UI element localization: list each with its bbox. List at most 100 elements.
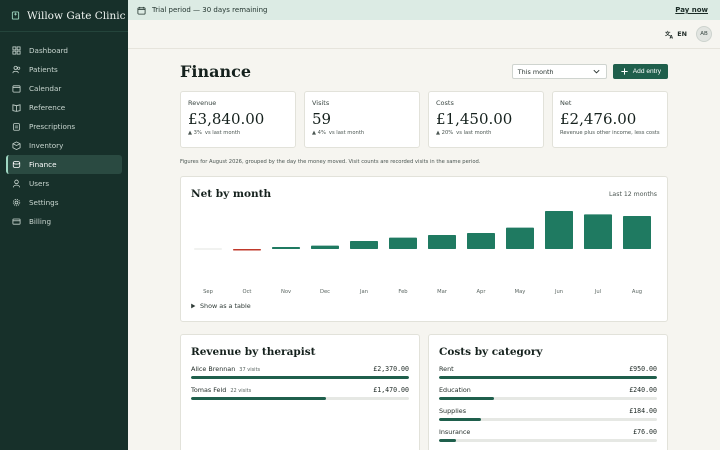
row-name: Tomas Feld — [191, 386, 227, 394]
sidebar-item-reference[interactable]: Reference — [6, 98, 122, 117]
chart-bar-jun[interactable] — [545, 211, 573, 249]
chart-x-tick-label: Sep — [203, 289, 213, 295]
row-amount: £184.00 — [629, 407, 657, 415]
sidebar-item-label: Prescriptions — [29, 122, 76, 131]
chart-x-tick-label: Apr — [477, 289, 487, 295]
sidebar: Willow Gate Clinic Dashboard Patients Cale… — [0, 0, 128, 450]
chart-bar-jan[interactable] — [350, 241, 378, 249]
chart-bar-dec[interactable] — [311, 245, 339, 249]
row-meta: 37 visits — [239, 367, 261, 373]
chart-bar-feb[interactable] — [389, 237, 417, 249]
chart-x-tick-label: Oct — [243, 289, 252, 295]
sidebar-item-patients[interactable]: Patients — [6, 60, 122, 79]
sidebar-item-settings[interactable]: Settings — [6, 193, 122, 212]
row-name: Education — [439, 386, 471, 394]
sidebar-item-label: Calendar — [29, 84, 62, 93]
kpi-sub: ▲ 20% vs last month — [436, 130, 536, 136]
chart-bar-may[interactable] — [506, 227, 534, 249]
sidebar-item-finance[interactable]: Finance — [6, 155, 122, 174]
card-icon — [12, 217, 21, 226]
sidebar-item-label: Finance — [29, 160, 57, 169]
sidebar-item-users[interactable]: Users — [6, 174, 122, 193]
bar-fill — [191, 397, 327, 400]
net-by-month-chart: Sep Oct Nov Dec Jan Feb Mar Apr May Jun Jul Aug — [194, 211, 651, 295]
sidebar-item-label: Billing — [29, 217, 52, 226]
chart-x-tick-label: Jun — [554, 289, 563, 295]
avatar[interactable]: AB — [696, 26, 712, 42]
bar-track — [439, 418, 657, 421]
sidebar-item-calendar[interactable]: Calendar — [6, 79, 122, 98]
chart-bar-mar[interactable] — [428, 235, 456, 249]
bar-track — [191, 397, 409, 400]
kpi-row: Revenue £3,840.00 ▲ 3% vs last month Visits 5… — [180, 91, 668, 148]
kpi-value: 59 — [312, 110, 332, 128]
chart-bar-apr[interactable] — [467, 233, 495, 249]
row-head: Rent £950.00 — [439, 365, 657, 373]
chart-x-tick-label: Jul — [594, 289, 601, 295]
row-name: Rent — [439, 365, 454, 373]
calendar-icon — [137, 6, 146, 15]
row-name: Alice Brennan — [191, 365, 236, 373]
kpi-comparison: Revenue plus other income, less costs — [560, 130, 660, 136]
chart-x-tick-label: Jan — [359, 289, 368, 295]
bar-fill — [439, 418, 482, 421]
chart-x-tick-label: Aug — [632, 289, 642, 295]
caret-right-icon — [190, 303, 196, 309]
sidebar-item-inventory[interactable]: Inventory — [6, 136, 122, 155]
list-item: Rent £950.00 — [439, 365, 657, 379]
chart-bar-nov[interactable] — [272, 247, 300, 249]
list-item: Tomas Feld 22 visits £1,470.00 — [191, 386, 409, 400]
sidebar-item-dashboard[interactable]: Dashboard — [6, 41, 122, 60]
trial-text: Trial period — 30 days remaining — [152, 6, 268, 14]
kpi-change: ▲ 4% — [312, 130, 326, 136]
row-label-group: Rent — [439, 365, 454, 373]
row-name: Supplies — [439, 407, 467, 415]
therapist-list: Alice Brennan 37 visits £2,370.00 Tomas Fel… — [191, 365, 409, 400]
pay-now-link[interactable]: Pay now — [675, 6, 708, 14]
chevron-down-icon — [592, 67, 601, 76]
row-label-group: Tomas Feld 22 visits — [191, 386, 251, 394]
show-as-table-toggle[interactable]: Show as a table — [190, 302, 251, 310]
revenue-by-therapist-title: Revenue by therapist — [191, 346, 316, 358]
sidebar-item-billing[interactable]: Billing — [6, 212, 122, 231]
row-name: Insurance — [439, 428, 471, 436]
bar-track — [439, 397, 657, 400]
cost-list: Rent £950.00 Education £240.00 Supplies £184.… — [439, 365, 657, 442]
language-label: EN — [677, 30, 687, 38]
brand[interactable]: Willow Gate Clinic — [0, 0, 128, 32]
sidebar-nav: Dashboard Patients Calendar Reference Prescr… — [0, 32, 128, 231]
row-head: Supplies £184.00 — [439, 407, 657, 415]
kpi-change: ▲ 20% — [436, 130, 454, 136]
kpi-label: Net — [560, 99, 572, 107]
title-row: Finance This month Add entry — [180, 49, 668, 91]
costs-by-category-card: Costs by category Rent £950.00 Education £2… — [428, 334, 668, 450]
kpi-value: £1,450.00 — [436, 110, 513, 128]
chart-bar-sep[interactable] — [194, 248, 222, 250]
add-entry-button[interactable]: Add entry — [612, 64, 668, 79]
bar-fill — [439, 397, 495, 400]
chart-bar-aug[interactable] — [623, 215, 651, 249]
user-icon — [12, 179, 21, 188]
chart-x-tick-label: May — [515, 289, 526, 295]
bar-track — [191, 376, 409, 379]
chart-x-tick-label: Feb — [398, 289, 408, 295]
kpi-label: Costs — [436, 99, 454, 107]
row-amount: £76.00 — [633, 428, 657, 436]
list-item: Alice Brennan 37 visits £2,370.00 — [191, 365, 409, 379]
trial-banner: Trial period — 30 days remaining Pay now — [128, 0, 720, 20]
add-entry-label: Add entry — [632, 68, 661, 75]
sidebar-item-label: Settings — [29, 198, 59, 207]
kpi-value: £2,476.00 — [560, 110, 637, 128]
chart-range: Last 12 months — [608, 190, 657, 198]
main-content: Finance This month Add entry Revenue £3,8… — [180, 49, 668, 450]
period-select[interactable]: This month — [511, 64, 607, 79]
chart-bar-oct[interactable] — [233, 249, 261, 251]
sidebar-item-prescriptions[interactable]: Prescriptions — [6, 117, 122, 136]
period-note: Figures for August 2026, grouped by the … — [180, 159, 481, 165]
chart-bar-jul[interactable] — [584, 214, 612, 249]
coins-icon — [12, 160, 21, 169]
kpi-card-visits: Visits 59 ▲ 4% vs last month — [304, 91, 420, 148]
